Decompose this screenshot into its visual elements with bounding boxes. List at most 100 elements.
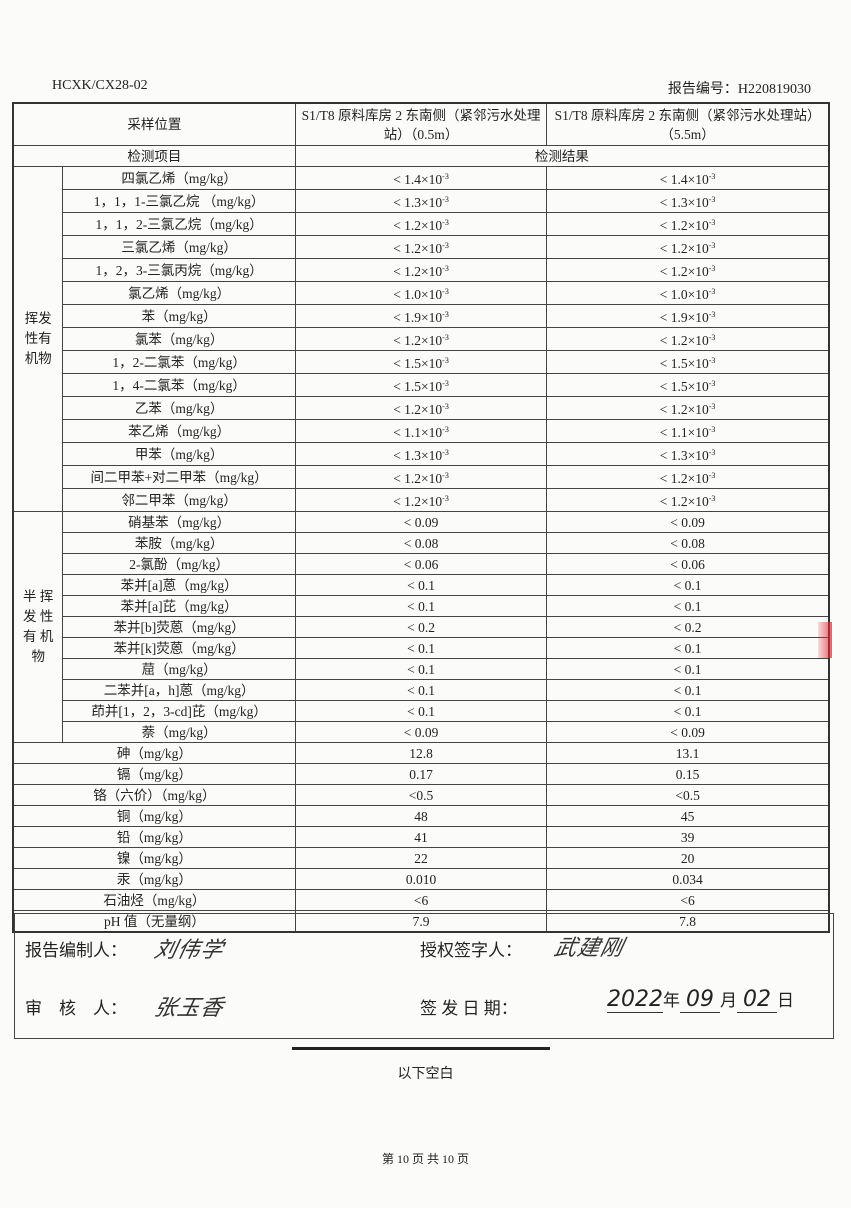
test-item: 间二甲苯+对二甲苯（mg/kg） (62, 465, 296, 489)
test-item: 苯并[k]荧蒽（mg/kg） (62, 637, 296, 659)
result-value: < 1.2×10-3 (546, 327, 830, 351)
result-value: < 0.1 (294, 658, 548, 680)
result-value: 0.17 (294, 763, 548, 785)
result-value: < 1.3×10-3 (546, 189, 830, 213)
result-value: 7.8 (546, 910, 830, 933)
table-row: 邻二甲苯（mg/kg） < 1.2×10-3 < 1.2×10-3 (13, 488, 830, 512)
result-value: < 0.1 (546, 574, 830, 596)
test-item: 1，4-二氯苯（mg/kg） (62, 373, 296, 397)
result-value: < 1.2×10-3 (294, 327, 548, 351)
issue-date-label: 签 发 日 期： (420, 999, 518, 1018)
result-value: < 1.2×10-3 (294, 465, 548, 489)
test-item: 铬（六价）（mg/kg） (12, 784, 296, 806)
test-item: 镉（mg/kg） (12, 763, 296, 785)
result-value: < 1.2×10-3 (546, 235, 830, 259)
result-value: < 1.2×10-3 (294, 488, 548, 512)
result-value: < 0.08 (546, 532, 830, 554)
table-row: 1，4-二氯苯（mg/kg） < 1.5×10-3 < 1.5×10-3 (13, 373, 830, 397)
table-row: 苯（mg/kg） < 1.9×10-3 < 1.9×10-3 (13, 304, 830, 328)
result-value: < 1.2×10-3 (546, 488, 830, 512)
test-item: 氯乙烯（mg/kg） (62, 281, 296, 305)
test-item: 苯并[b]荧蒽（mg/kg） (62, 616, 296, 638)
test-item: 氯苯（mg/kg） (62, 327, 296, 351)
item-label: 检测项目 (12, 145, 296, 167)
table-row: 三氯乙烯（mg/kg） < 1.2×10-3 < 1.2×10-3 (13, 235, 830, 259)
result-value: < 0.1 (546, 679, 830, 701)
result-value: 13.1 (546, 742, 830, 764)
report-number: 报告编号：H220819030 (667, 82, 811, 97)
table-row: 汞（mg/kg） 0.010 0.034 (12, 868, 830, 890)
location-2: S1/T8 原料库房 2 东南侧（紧邻污水处理站）（5.5m） (546, 102, 830, 146)
result-value: < 1.3×10-3 (294, 189, 548, 213)
result-value: < 1.1×10-3 (294, 419, 548, 443)
table-row: 镉（mg/kg） 0.17 0.15 (12, 763, 830, 785)
test-item: 1，1，1-三氯乙烷 （mg/kg） (62, 189, 296, 213)
result-value: < 1.3×10-3 (294, 442, 548, 466)
test-item: pH 值（无量纲） (12, 910, 296, 933)
test-item: 乙苯（mg/kg） (62, 396, 296, 420)
test-item: 铜（mg/kg） (12, 805, 296, 827)
result-value: 41 (294, 826, 548, 848)
table-row: 乙苯（mg/kg） < 1.2×10-3 < 1.2×10-3 (13, 396, 830, 420)
result-value: < 1.2×10-3 (546, 396, 830, 420)
test-item: 邻二甲苯（mg/kg） (62, 488, 296, 512)
test-item: 铅（mg/kg） (12, 826, 296, 848)
table-row: 挥发 性有 机物 四氯乙烯（mg/kg） < 1.4×10-3 < 1.4×10-3 (12, 166, 830, 512)
day-unit: 日 (777, 991, 794, 1010)
test-item: 苯并[a]蒽（mg/kg） (62, 574, 296, 596)
year-unit: 年 (663, 991, 680, 1010)
date-day: 02 (737, 987, 777, 1013)
result-value: 48 (294, 805, 548, 827)
page-footer: 第 10 页 共 10 页 (381, 1152, 469, 1166)
test-item: 镍（mg/kg） (12, 847, 296, 869)
test-item: 1，2-二氯苯（mg/kg） (62, 350, 296, 374)
test-item: 四氯乙烯（mg/kg） (62, 166, 296, 190)
group-label: 半 挥发 性有 机物 (12, 511, 64, 743)
result-value: < 1.2×10-3 (546, 212, 830, 236)
table-row: 间二甲苯+对二甲苯（mg/kg） < 1.2×10-3 < 1.2×10-3 (13, 465, 830, 489)
table-row: 苯并[b]荧蒽（mg/kg） < 0.2 < 0.2 (13, 616, 830, 638)
result-value: < 0.09 (294, 721, 548, 743)
table-row: pH 值（无量纲） 7.9 7.8 (12, 910, 830, 933)
result-value: < 0.1 (294, 595, 548, 617)
table-row: 半 挥发 性有 机物硝基苯（mg/kg） < 0.09 < 0.09 (12, 511, 830, 743)
reviewer-signature: 张玉香 (151, 996, 227, 1021)
test-item: 1，1，2-三氯乙烷（mg/kg） (62, 212, 296, 236)
test-item: 二苯并[a，h]蒽（mg/kg） (62, 679, 296, 701)
result-value: < 1.0×10-3 (546, 281, 830, 305)
result-value: 39 (546, 826, 830, 848)
end-rule (292, 1047, 550, 1050)
test-item: 苯并[a]芘（mg/kg） (62, 595, 296, 617)
result-value: <6 (294, 889, 548, 911)
result-value: < 0.06 (546, 553, 830, 575)
result-value: < 0.2 (546, 616, 830, 638)
result-value: < 0.1 (294, 700, 548, 722)
result-value: < 0.1 (546, 700, 830, 722)
test-item: 2-氯酚（mg/kg） (62, 553, 296, 575)
result-value: 22 (294, 847, 548, 869)
test-item: 䓛（mg/kg） (62, 658, 296, 680)
table-row: 1，1，1-三氯乙烷 （mg/kg） < 1.3×10-3 < 1.3×10-3 (13, 189, 830, 213)
group-label-line: 性有 (24, 331, 52, 346)
result-value: < 1.5×10-3 (546, 373, 830, 397)
result-value: < 0.09 (546, 511, 830, 533)
location-1: S1/T8 原料库房 2 东南侧（紧邻污水处理站）（0.5m） (294, 102, 548, 146)
test-item: 苯胺（mg/kg） (62, 532, 296, 554)
result-value: < 1.9×10-3 (546, 304, 830, 328)
result-value: < 0.06 (294, 553, 548, 575)
header-row: 检测项目 检测结果 (12, 145, 830, 167)
compiler-signature: 刘伟学 (151, 938, 227, 963)
table-row: 铜（mg/kg） 48 45 (12, 805, 830, 827)
table-row: 甲苯（mg/kg） < 1.3×10-3 < 1.3×10-3 (13, 442, 830, 466)
blank-below-note: 以下空白 (397, 1067, 454, 1082)
result-value: <6 (546, 889, 830, 911)
table-row: 镍（mg/kg） 22 20 (12, 847, 830, 869)
group-label: 挥发 性有 机物 (12, 166, 64, 512)
table-row: 茚并[1，2，3-cd]芘（mg/kg） < 0.1 < 0.1 (13, 700, 830, 722)
table-row: 铅（mg/kg） 41 39 (12, 826, 830, 848)
doc-code: HCXK/CX28-02 (52, 78, 148, 93)
table-row: 苯乙烯（mg/kg） < 1.1×10-3 < 1.1×10-3 (13, 419, 830, 443)
test-item: 三氯乙烯（mg/kg） (62, 235, 296, 259)
result-value: < 0.1 (294, 637, 548, 659)
